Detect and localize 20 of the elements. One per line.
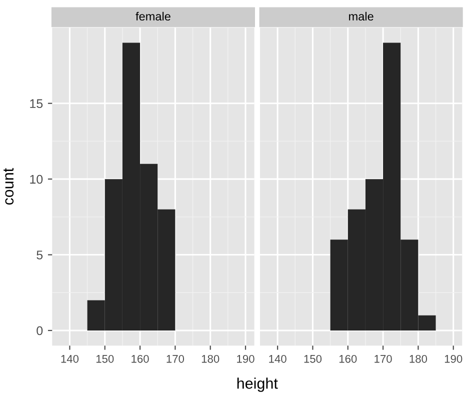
- x-tick-label: 160: [132, 354, 149, 363]
- y-tick-label: 5: [36, 250, 43, 260]
- x-tick-label: 150: [304, 354, 322, 363]
- chart-title: female: [136, 12, 170, 21]
- x-tick-label: 180: [202, 354, 220, 363]
- x-tick-label: 190: [237, 354, 254, 363]
- x-axis-title: height: [237, 378, 278, 392]
- x-tick-label: 170: [166, 354, 184, 363]
- x-tick-label: 170: [374, 354, 392, 363]
- x-tick-label: 190: [444, 354, 462, 363]
- chart-title: male: [349, 12, 374, 21]
- x-tick-label: 140: [269, 354, 286, 363]
- x-tick-label: 140: [61, 354, 79, 363]
- y-tick-label: 10: [30, 174, 43, 184]
- y-tick-label: 15: [30, 99, 43, 108]
- y-tick-label: 0: [36, 326, 43, 336]
- x-tick-label: 180: [410, 354, 428, 363]
- x-tick-label: 160: [339, 354, 357, 363]
- x-tick-label: 150: [96, 354, 114, 363]
- y-axis-title: count: [4, 168, 14, 205]
